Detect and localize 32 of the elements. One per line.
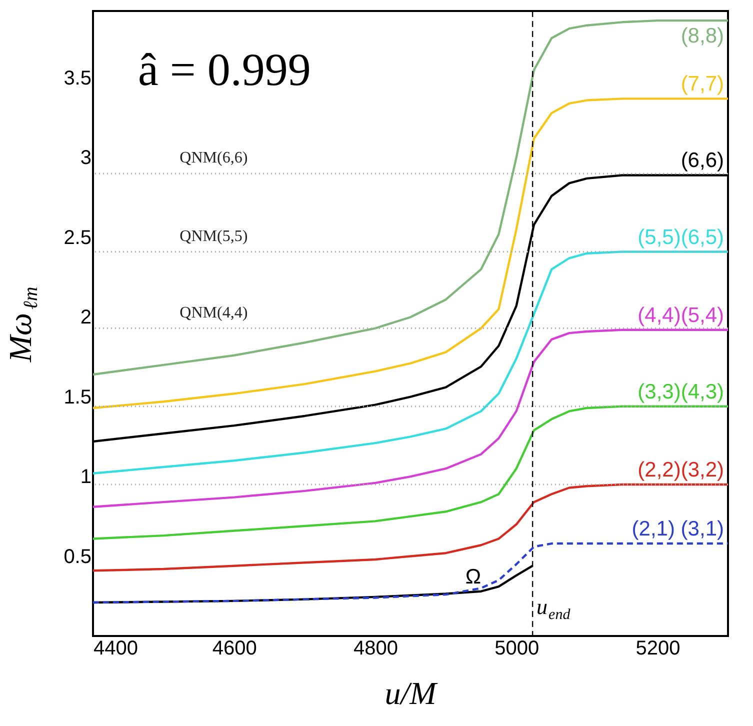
y-tick-label: 1.5 xyxy=(64,386,92,408)
series-label: (2,1) (3,1) xyxy=(632,518,724,541)
y-tick-label: 3.5 xyxy=(64,67,92,90)
x-axis-title: u/M xyxy=(384,675,439,711)
annotation: â = 0.999 xyxy=(138,44,311,95)
line-series xyxy=(92,328,730,508)
series-label: (5,5)(6,5) xyxy=(638,226,724,249)
x-tick-label: 4800 xyxy=(353,638,398,660)
line-series xyxy=(92,19,730,376)
series-label: (8,8) xyxy=(680,24,724,48)
series-label: (2,2)(3,2) xyxy=(638,458,724,482)
y-tick-label: 2.5 xyxy=(64,226,92,249)
x-tick-label: 5200 xyxy=(636,638,680,660)
series-label: (6,6) xyxy=(680,149,724,172)
y-tick-label: 1 xyxy=(80,466,92,488)
ref-line-label: QNM(5,5) xyxy=(180,228,248,245)
ref-line-label: QNM(6,6) xyxy=(180,150,248,167)
line-series xyxy=(92,542,730,604)
y-axis-title: Mωℓm xyxy=(2,286,42,364)
series-label: (4,4)(5,4) xyxy=(638,304,724,327)
line-series xyxy=(92,405,730,540)
y-tick-label: 0.5 xyxy=(64,546,92,568)
x-tick-label: 5000 xyxy=(494,638,540,660)
ref-line-label: QNM(4,4) xyxy=(180,304,248,322)
line-series xyxy=(92,98,730,410)
x-tick-label: 4400 xyxy=(94,638,138,660)
y-tick-label: 3 xyxy=(80,147,92,170)
x-tick-label: 4600 xyxy=(212,638,257,660)
series-label: (7,7) xyxy=(680,72,724,96)
series-label: (3,3)(4,3) xyxy=(638,380,724,404)
y-tick-label: 2 xyxy=(80,306,92,329)
series-label: Ω xyxy=(465,565,482,588)
